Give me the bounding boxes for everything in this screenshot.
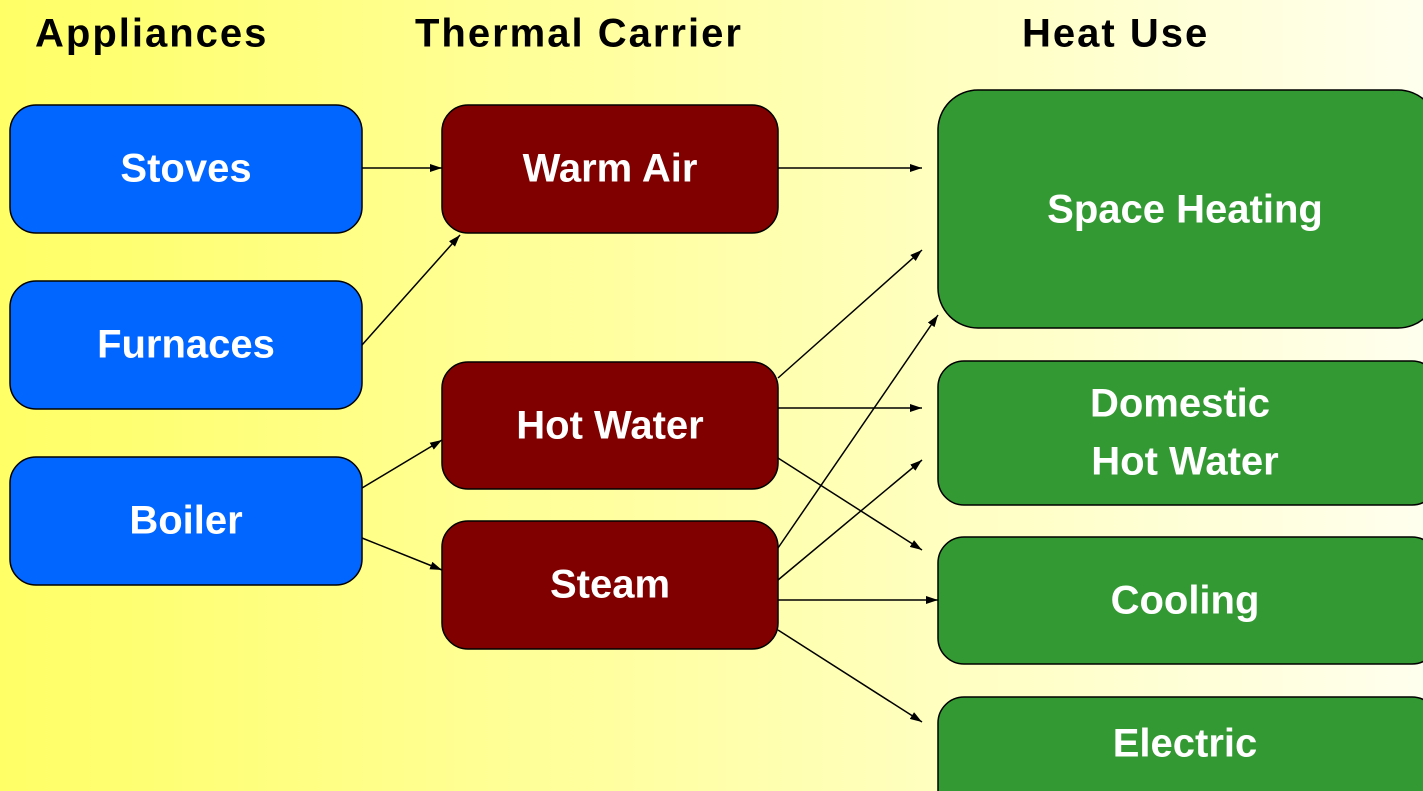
node-box (937, 696, 1423, 791)
node-label: Domestic (1090, 382, 1270, 426)
column-header: Appliances (35, 12, 268, 56)
column-header: Thermal Carrier (415, 12, 743, 56)
node-box (9, 104, 363, 234)
node-box (937, 89, 1423, 329)
node-box (937, 536, 1423, 665)
arrow (361, 537, 443, 571)
node-box (441, 361, 779, 490)
node-label: Hot Water (516, 404, 703, 448)
arrow (777, 629, 923, 723)
node-box (9, 280, 363, 410)
node-box (9, 456, 363, 586)
node-label: Steam (550, 563, 670, 607)
arrow (777, 459, 923, 581)
column-header: Heat Use (1022, 12, 1209, 56)
node-label: Boiler (129, 499, 242, 543)
arrow (777, 249, 923, 379)
node-label: Stoves (120, 147, 251, 191)
node-box (441, 104, 779, 234)
node-box (441, 520, 779, 650)
arrow (777, 457, 923, 551)
node-label: Space Heating (1047, 188, 1323, 232)
arrow (777, 314, 939, 549)
carrier-boxes: Warm Air Hot Water Steam (441, 104, 779, 650)
use-boxes: Space Heating Domestic Hot Water Cooling… (937, 89, 1423, 791)
node-box (937, 360, 1423, 506)
node-label: Furnaces (97, 323, 275, 367)
node-label: Electric (1113, 722, 1258, 766)
node-label: Warm Air (523, 147, 698, 191)
arrow (361, 234, 461, 346)
arrow (361, 439, 443, 489)
arrows (361, 164, 939, 723)
appliance-boxes: Stoves Furnaces Boiler (9, 104, 363, 586)
node-label: Cooling (1111, 579, 1260, 623)
node-label: Hot Water (1091, 440, 1278, 484)
